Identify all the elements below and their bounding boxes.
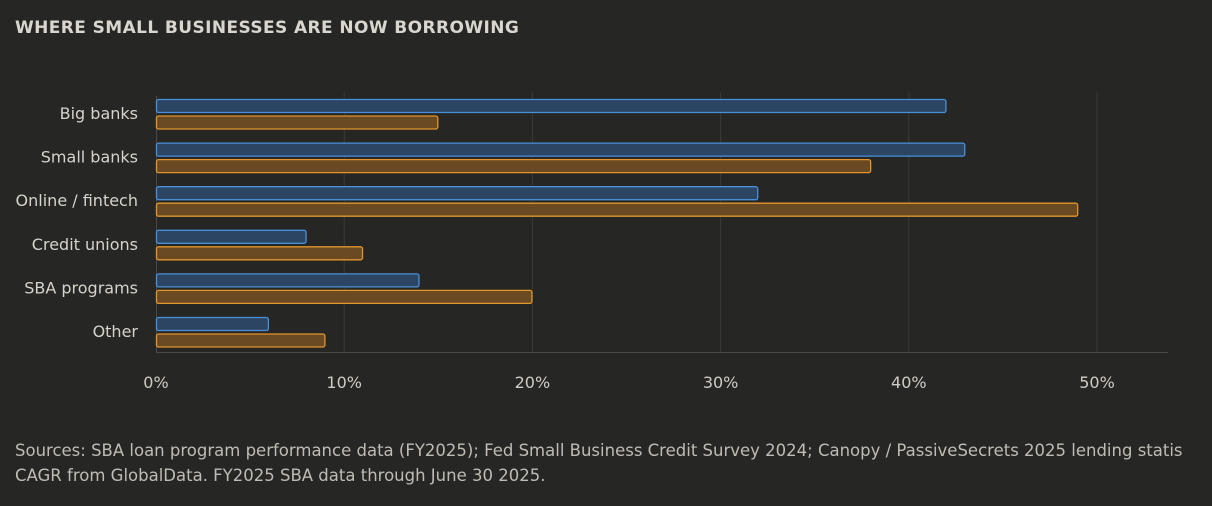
x-tick-label: 30%: [703, 373, 739, 392]
x-tick-label: 50%: [1079, 373, 1115, 392]
bar-series-1: [155, 142, 966, 157]
bar-series-1: [155, 316, 270, 332]
footnote-line-1: Sources: SBA loan program performance da…: [15, 441, 1183, 460]
x-tick-label: 20%: [515, 373, 551, 392]
x-tick-label: 10%: [326, 373, 362, 392]
source-footnote: Sources: SBA loan program performance da…: [15, 438, 1205, 488]
bar-series-1: [155, 273, 420, 288]
category-label: Online / fintech: [16, 191, 138, 210]
category-label: SBA programs: [24, 278, 138, 297]
category-label: Credit unions: [32, 235, 138, 254]
bar-series-1: [155, 186, 759, 201]
chart-title: WHERE SMALL BUSINESSES ARE NOW BORROWING: [15, 18, 520, 38]
bar-series-2: [155, 289, 533, 305]
bar-series-2: [155, 202, 1079, 217]
footnote-line-2: CAGR from GlobalData. FY2025 SBA data th…: [15, 466, 546, 485]
bar-series-2: [155, 158, 872, 174]
bar-series-2: [155, 333, 326, 348]
category-label: Big banks: [60, 104, 138, 123]
bar-chart: 0% 10% 20% 30% 40% 50% Big banks Small banks Onl…: [16, 92, 1168, 392]
x-tick-label: 0%: [143, 373, 168, 392]
bar-series-2: [155, 246, 364, 261]
bar-series-1: [155, 229, 307, 244]
category-label: Small banks: [41, 148, 138, 167]
bar-series-2: [155, 115, 439, 130]
category-label: Other: [93, 322, 139, 341]
x-tick-label: 40%: [891, 373, 927, 392]
bar-series-1: [155, 98, 947, 114]
